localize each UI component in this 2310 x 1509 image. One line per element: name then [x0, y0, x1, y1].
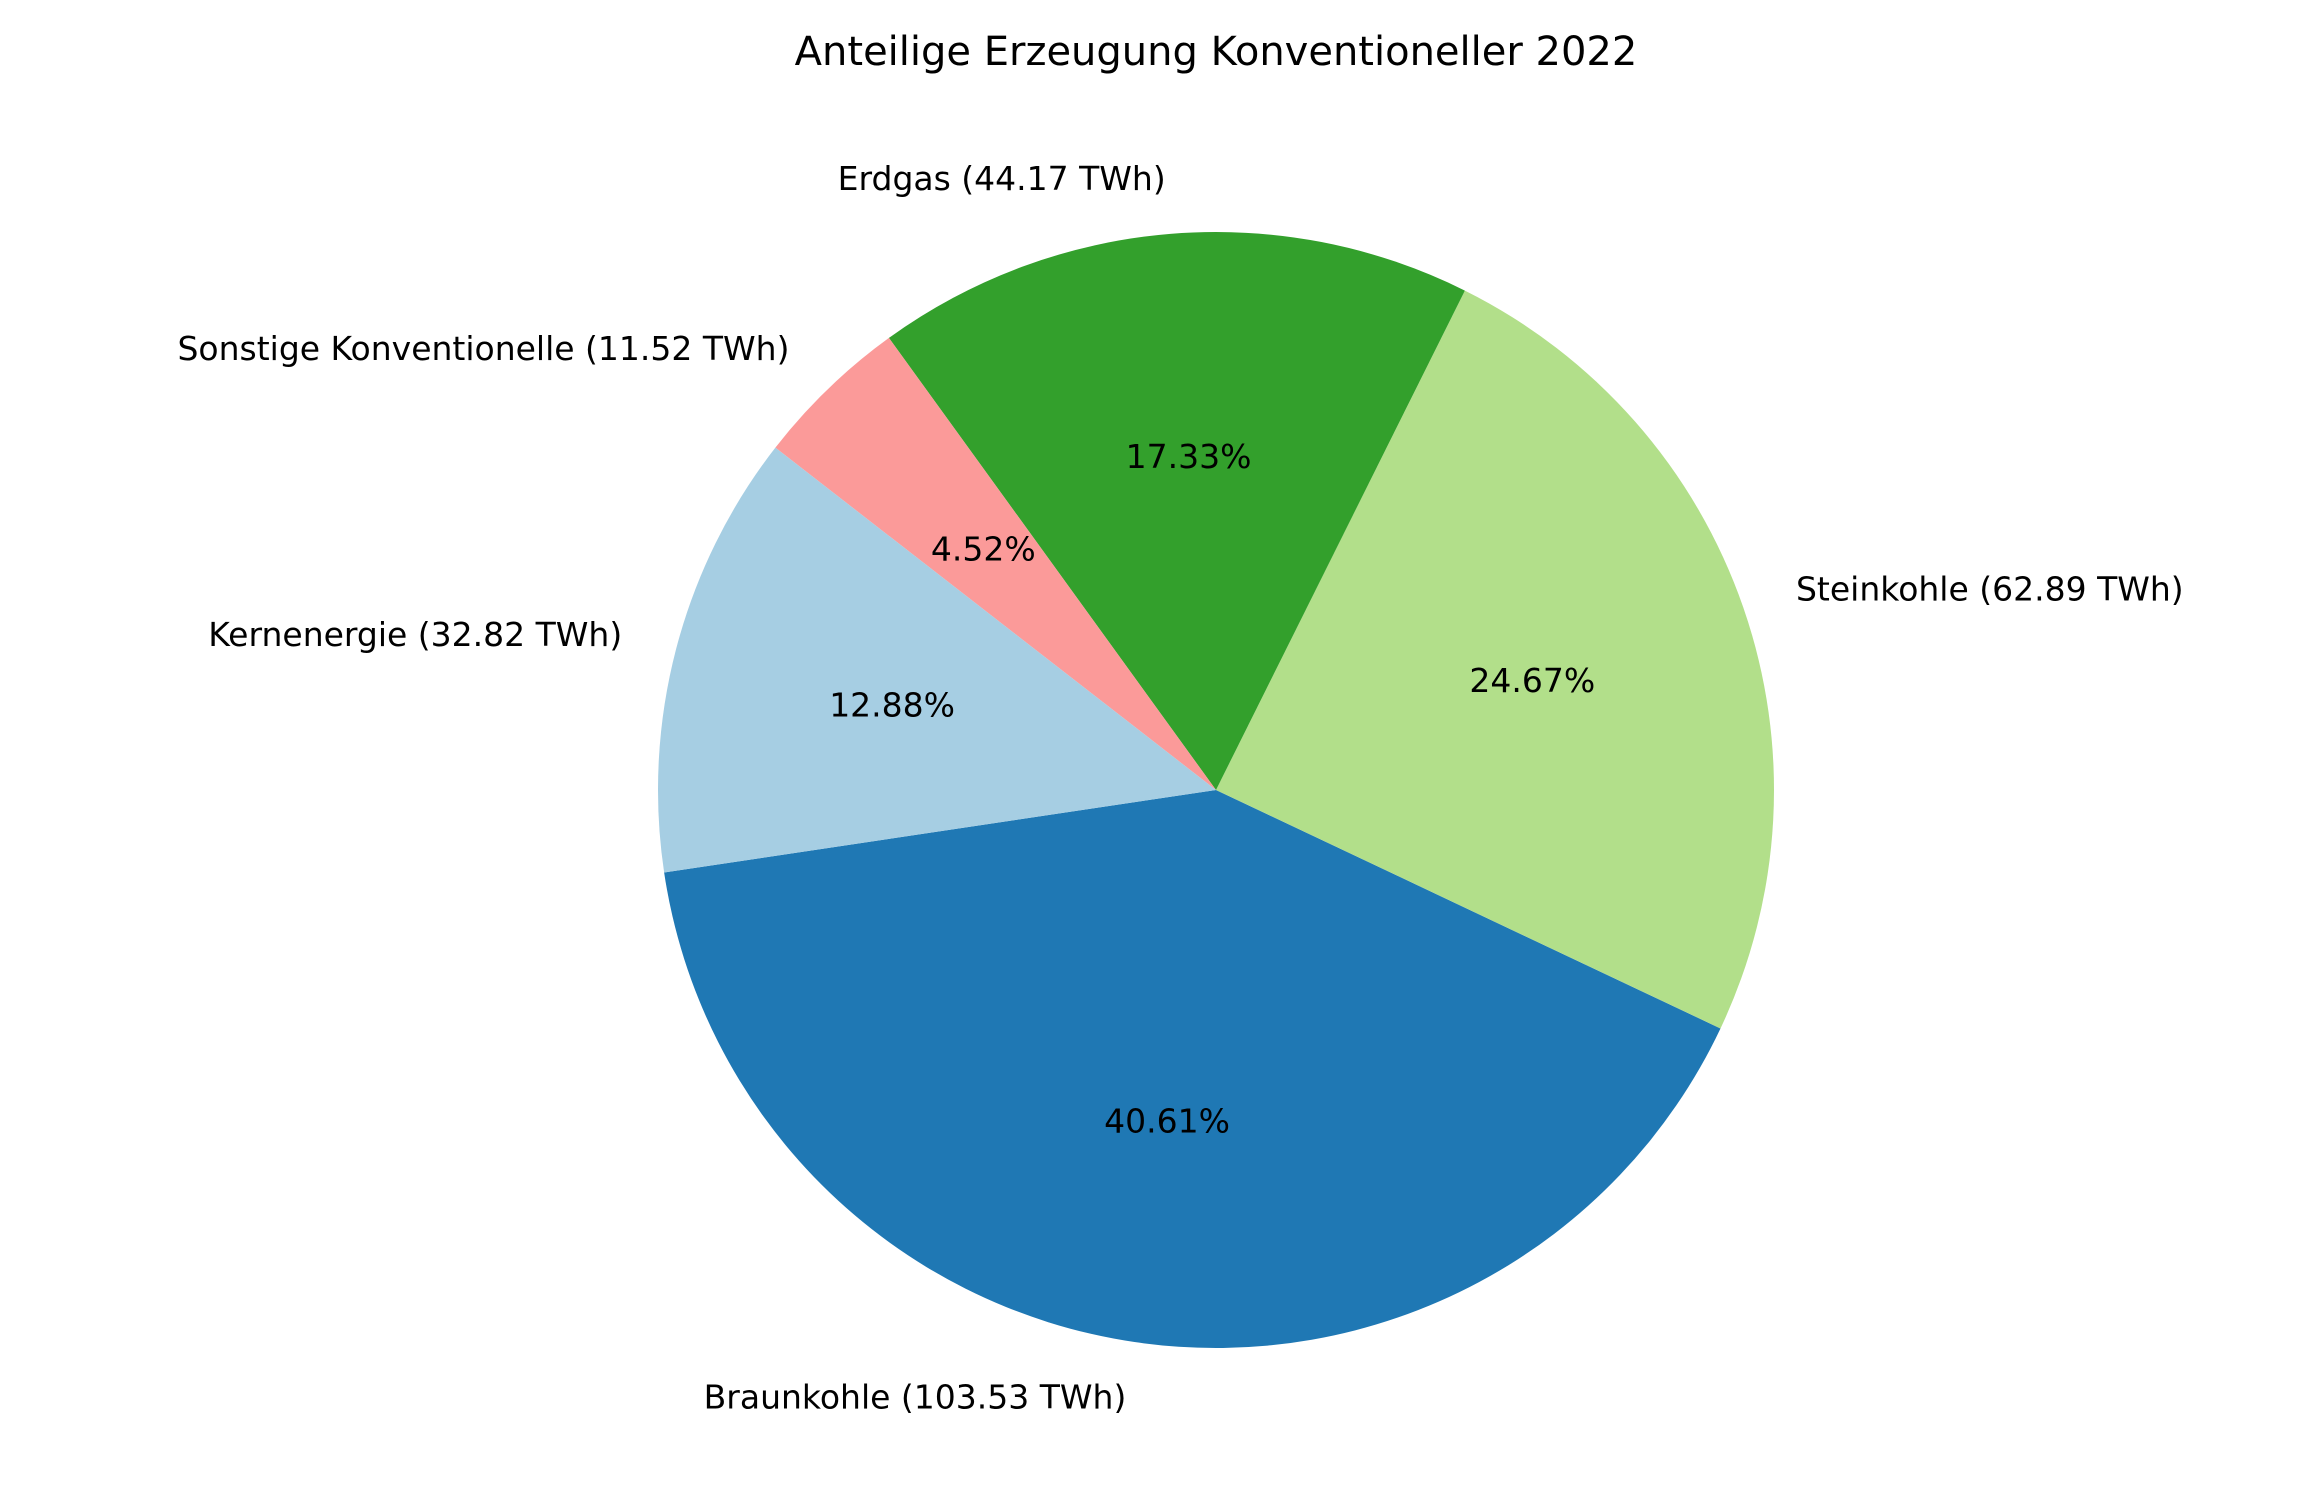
slice-label: Erdgas (44.17 TWh) [838, 159, 1166, 198]
pie-slice [888, 231, 1465, 791]
pie-slices [658, 231, 1774, 1348]
percent-label: 12.88% [829, 686, 955, 725]
percent-label: 17.33% [1126, 437, 1252, 476]
slice-label: Steinkohle (62.89 TWh) [1796, 570, 2184, 609]
slice-labels: Braunkohle (103.53 TWh) Steinkohle (62.89… [177, 159, 2183, 1417]
pie-slice [775, 337, 1216, 790]
percent-label: 40.61% [1104, 1102, 1230, 1141]
chart-title: Anteilige Erzeugung Konventioneller 2022 [795, 29, 1638, 75]
slice-label: Braunkohle (103.53 TWh) [704, 1378, 1127, 1417]
slice-label: Kernenergie (32.82 TWh) [208, 615, 622, 654]
pie-slice [658, 447, 1216, 873]
pie-slice [664, 790, 1721, 1348]
pie-slice [1216, 290, 1774, 1029]
percent-labels: 40.61% 24.67% 17.33% 4.52% 12.88% [829, 437, 1595, 1141]
percent-label: 24.67% [1469, 661, 1595, 700]
slice-label: Sonstige Konventionelle (11.52 TWh) [177, 329, 789, 368]
percent-label: 4.52% [931, 530, 1036, 569]
